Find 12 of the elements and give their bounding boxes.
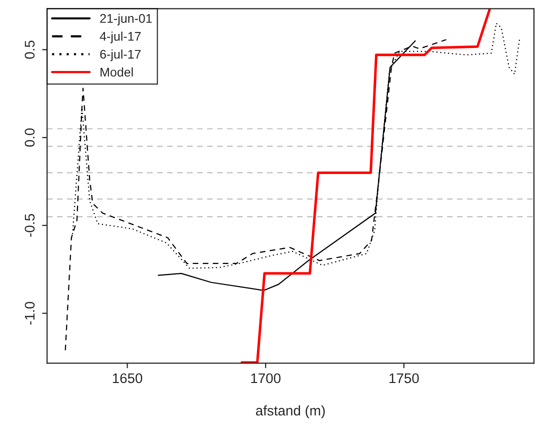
y-tick-label: -1.0 bbox=[24, 302, 35, 325]
x-axis-title: afstand (m) bbox=[256, 405, 325, 418]
y-tick-label: 0.0 bbox=[24, 128, 35, 147]
legend-label: 4-jul-17 bbox=[100, 32, 141, 44]
y-tick-label: 0.5 bbox=[24, 40, 35, 59]
legend-label: Model bbox=[100, 67, 133, 77]
x-tick-label: 1750 bbox=[390, 373, 419, 384]
x-tick-label: 1650 bbox=[112, 373, 142, 384]
legend-label: 6-jul-17 bbox=[100, 50, 141, 62]
y-tick-label: -0.5 bbox=[24, 214, 35, 237]
x-tick-label: 1700 bbox=[251, 373, 281, 384]
legend-label: 21-jun-01 bbox=[100, 14, 152, 26]
